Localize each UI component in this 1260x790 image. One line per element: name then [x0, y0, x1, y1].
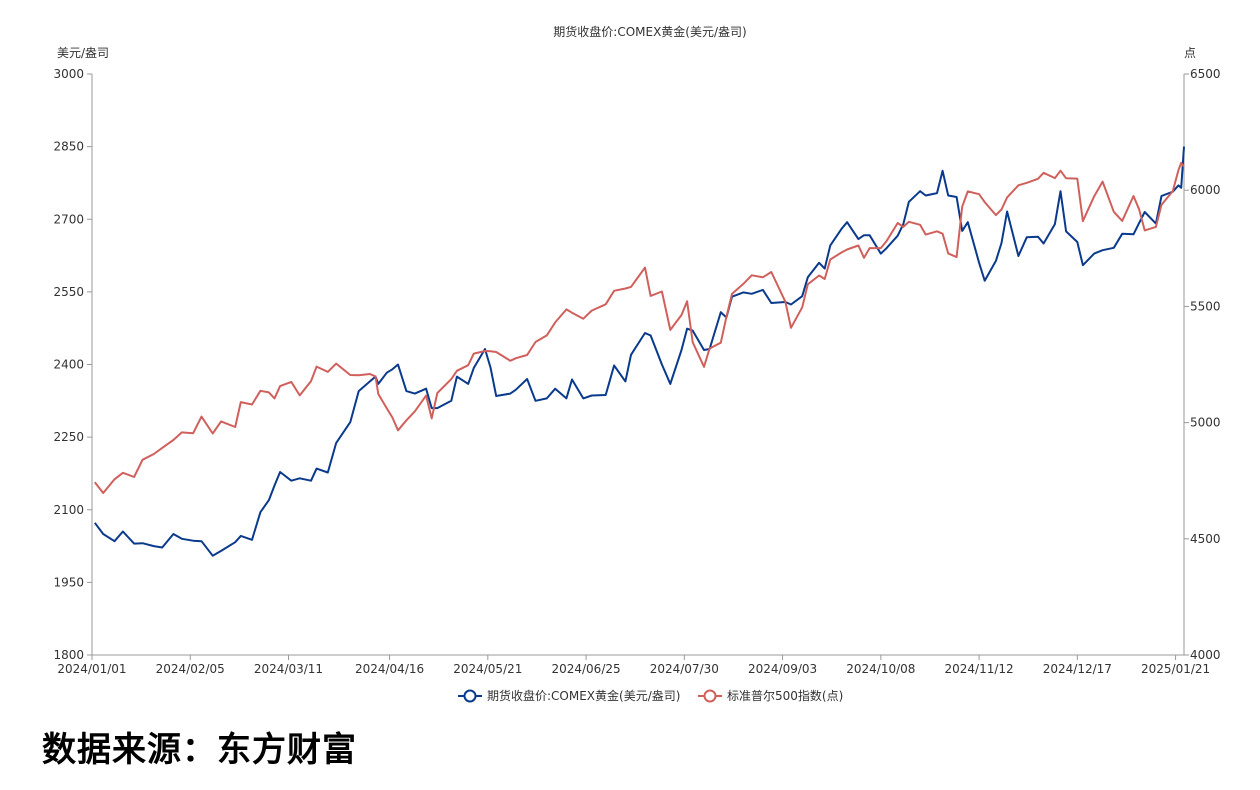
- data-source-caption: 数据来源：东方财富: [42, 730, 357, 770]
- right-axis-unit-label: 点: [1184, 46, 1196, 60]
- x-tick-label: 2024/02/05: [156, 662, 225, 676]
- left-tick-label: 2550: [53, 285, 84, 299]
- legend-gold-label: 期货收盘价:COMEX黄金(美元/盎司): [487, 688, 680, 703]
- dual-axis-line-chart: 期货收盘价:COMEX黄金(美元/盎司) 美元/盎司 点 3000 2850 270…: [53, 24, 1221, 703]
- x-tick-label: 2024/12/17: [1043, 662, 1112, 676]
- x-tick-label: 2024/06/25: [551, 662, 620, 676]
- legend-gold-marker-icon: [463, 689, 477, 703]
- left-tick-label: 3000: [53, 67, 84, 81]
- legend: 期货收盘价:COMEX黄金(美元/盎司) 标准普尔500指数(点): [458, 688, 843, 703]
- left-axis-unit-label: 美元/盎司: [57, 46, 109, 60]
- series-layer: [94, 146, 1185, 557]
- right-tick-label: 5000: [1190, 416, 1221, 430]
- x-tick-label: 2024/05/21: [453, 662, 522, 676]
- left-tick-label: 2700: [53, 212, 84, 226]
- right-tick-label: 4500: [1190, 532, 1221, 546]
- x-tick-label: 2024/09/03: [748, 662, 817, 676]
- chart-title: 期货收盘价:COMEX黄金(美元/盎司): [553, 24, 746, 39]
- x-tick-label: 2024/03/11: [254, 662, 323, 676]
- x-tick-label: 2024/10/08: [846, 662, 915, 676]
- x-tick-label: 2024/04/16: [355, 662, 424, 676]
- legend-sp500-marker-icon: [703, 689, 717, 703]
- left-tick-label: 2400: [53, 358, 84, 372]
- x-tick-label: 2025/01/21: [1141, 662, 1210, 676]
- legend-sp500-label: 标准普尔500指数(点): [727, 688, 843, 703]
- sp500-series-line: [94, 161, 1185, 494]
- x-axis-ticks: 2024/01/01 2024/02/05 2024/03/11 2024/04/16…: [57, 655, 1210, 676]
- right-tick-label: 5500: [1190, 299, 1221, 313]
- right-tick-label: 4000: [1190, 648, 1221, 662]
- right-tick-label: 6500: [1190, 67, 1221, 81]
- left-axis-ticks: 3000 2850 2700 2550 2400 2250 2100 1950 1800: [53, 67, 92, 662]
- left-tick-label: 1800: [53, 648, 84, 662]
- x-tick-label: 2024/11/12: [944, 662, 1013, 676]
- left-tick-label: 2850: [53, 140, 84, 154]
- left-tick-label: 1950: [53, 575, 84, 589]
- gold-price-series-line: [94, 146, 1185, 557]
- left-tick-label: 2250: [53, 430, 84, 444]
- left-tick-label: 2100: [53, 503, 84, 517]
- legend-item-sp500[interactable]: 标准普尔500指数(点): [698, 688, 843, 703]
- right-tick-label: 6000: [1190, 183, 1221, 197]
- right-axis-ticks: 6500 6000 5500 5000 4500 4000: [1184, 67, 1221, 662]
- x-tick-label: 2024/01/01: [57, 662, 126, 676]
- x-tick-label: 2024/07/30: [650, 662, 719, 676]
- legend-item-gold[interactable]: 期货收盘价:COMEX黄金(美元/盎司): [458, 688, 680, 703]
